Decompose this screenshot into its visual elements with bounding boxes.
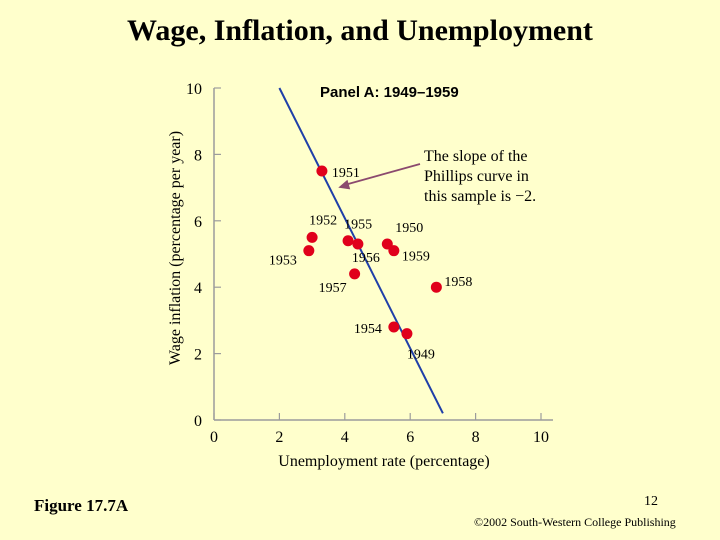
data-point-1958 [430, 281, 442, 293]
point-label-1951: 1951 [332, 166, 360, 181]
point-label-1952: 1952 [309, 213, 337, 228]
point-label-1954: 1954 [354, 322, 382, 337]
y-tick-label: 10 [186, 81, 202, 98]
annotation-arrow-head [338, 179, 351, 190]
x-tick-label: 8 [472, 429, 480, 446]
point-label-1957: 1957 [319, 281, 347, 296]
data-point-1949 [401, 328, 413, 340]
data-point-1952 [306, 231, 318, 243]
point-label-1953: 1953 [269, 254, 297, 269]
x-tick-label: 6 [406, 429, 414, 446]
point-label-1949: 1949 [407, 348, 435, 363]
slide-title: Wage, Inflation, and Unemployment [127, 14, 593, 47]
point-label-1950: 1950 [395, 221, 423, 236]
x-axis-ticks: 0 2 4 6 8 10 [210, 413, 549, 446]
y-tick-label: 2 [194, 347, 202, 364]
annotation-line: Phillips curve in [424, 168, 529, 185]
x-tick-label: 10 [533, 429, 549, 446]
point-labels: 1951 1952 1953 1955 1956 1950 1959 1957 1958 1954… [269, 166, 473, 363]
panel-title: Panel A: 1949–1959 [320, 84, 459, 101]
data-point-1957 [349, 268, 361, 280]
copyright-notice: ©2002 South-Western College Publishing [474, 515, 676, 529]
x-tick-label: 2 [275, 429, 283, 446]
x-tick-label: 0 [210, 429, 218, 446]
point-label-1956: 1956 [352, 251, 380, 266]
point-label-1955: 1955 [344, 218, 372, 233]
data-point-1955 [342, 235, 354, 247]
data-point-1951 [316, 165, 328, 177]
data-points [303, 165, 442, 340]
x-tick-label: 4 [341, 429, 349, 446]
y-tick-label: 0 [194, 413, 202, 430]
y-tick-label: 8 [194, 147, 202, 164]
page-number: 12 [644, 494, 658, 509]
x-axis-label: Unemployment rate (percentage) [278, 453, 489, 470]
y-tick-label: 6 [194, 214, 202, 231]
figure-label: Figure 17.7A [34, 496, 129, 515]
point-label-1959: 1959 [402, 250, 430, 265]
y-axis-label: Wage inflation (percentage per year) [167, 131, 184, 365]
phillips-curve-line [278, 87, 444, 414]
annotation-line: this sample is −2. [424, 188, 536, 205]
data-point-1953 [303, 245, 315, 257]
data-point-1956 [352, 238, 364, 250]
y-tick-label: 4 [194, 280, 202, 297]
data-point-1954 [388, 321, 400, 333]
y-axis-ticks: 0 2 4 6 8 10 [186, 81, 221, 430]
point-label-1958: 1958 [444, 275, 472, 290]
annotation-arrow-line [342, 163, 421, 187]
annotation-line: The slope of the [424, 148, 528, 165]
slope-annotation: The slope of the Phillips curve in this sa… [338, 148, 536, 205]
data-point-1959 [388, 245, 400, 257]
